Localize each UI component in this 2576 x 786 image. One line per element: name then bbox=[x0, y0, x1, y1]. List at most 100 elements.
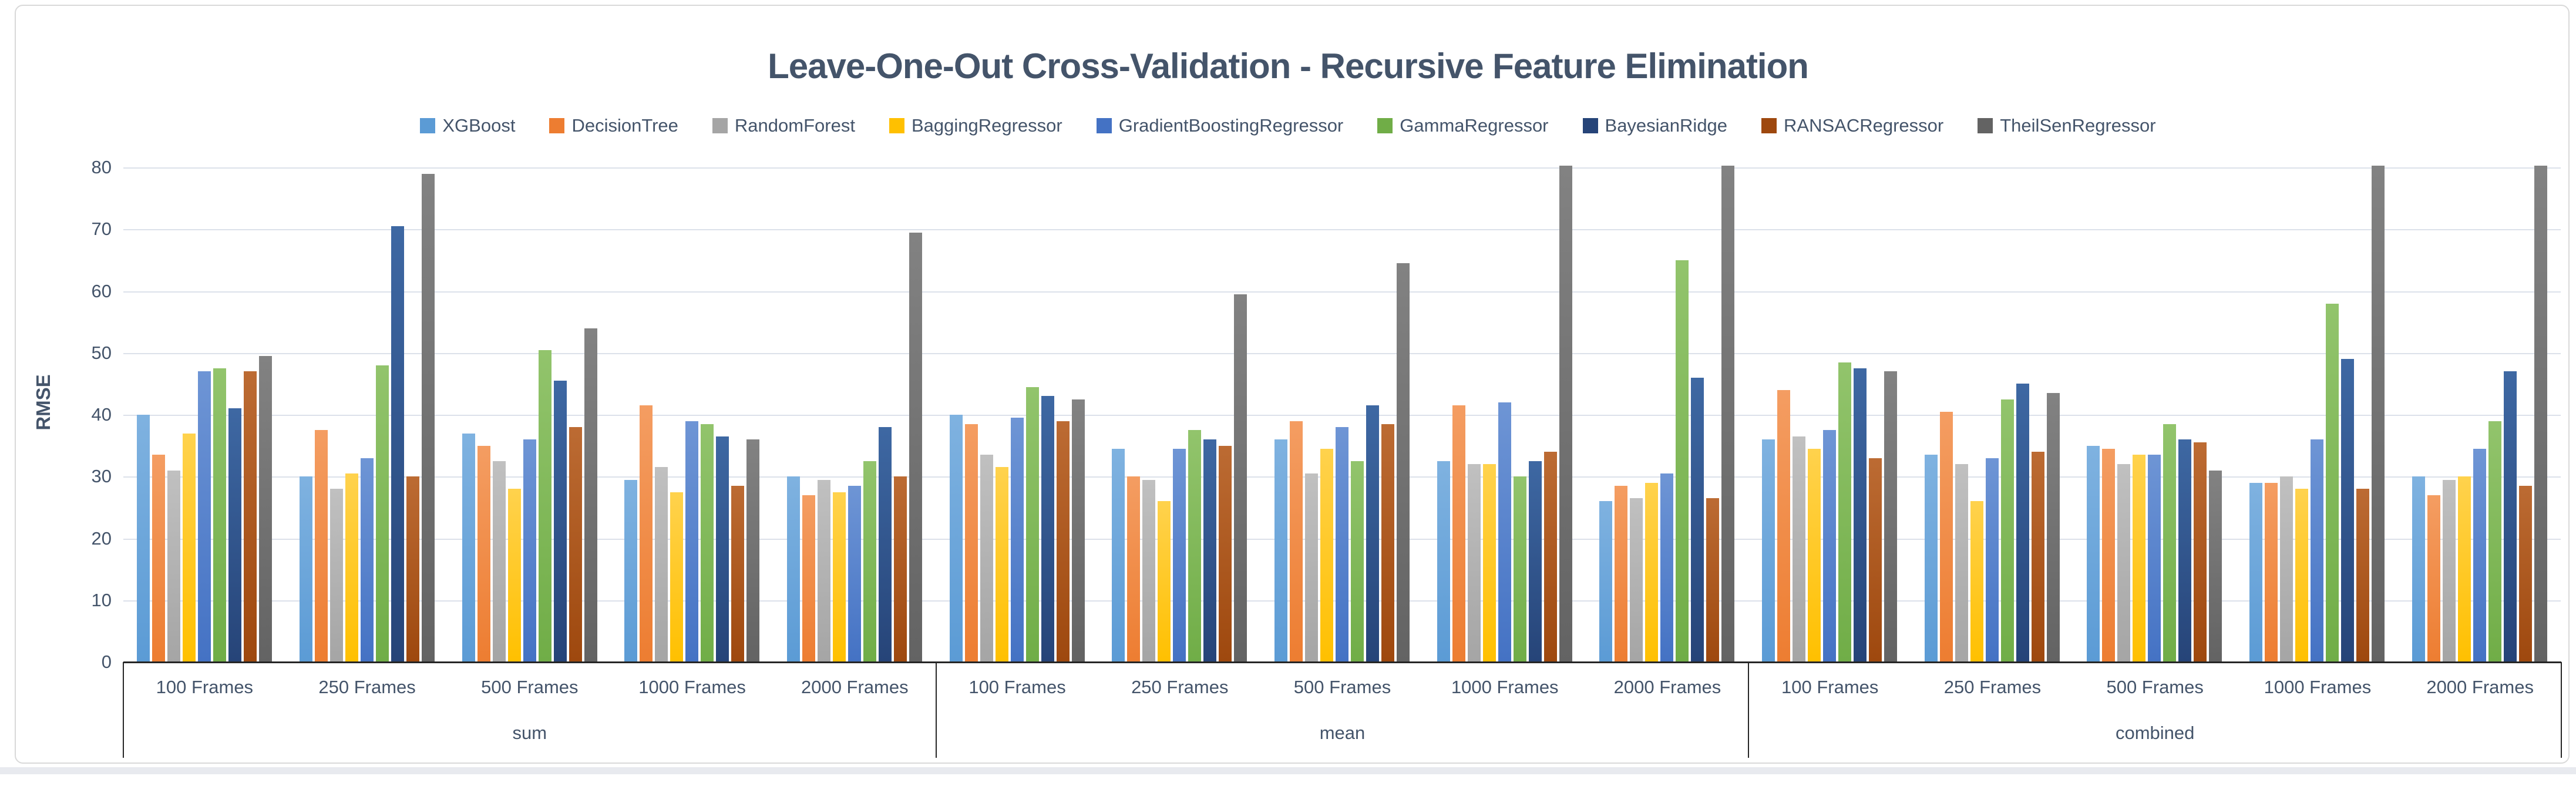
bar-gammaregressor bbox=[1351, 461, 1364, 662]
legend-color-swatch bbox=[1761, 118, 1777, 133]
bar-ransacregressor bbox=[1869, 458, 1882, 662]
bar-gradientboostingregressor bbox=[1010, 418, 1024, 662]
bar-gammaregressor bbox=[2000, 399, 2014, 662]
y-axis-tick-label: 40 bbox=[91, 404, 112, 425]
bar-randomforest bbox=[1142, 479, 1156, 662]
bar-baggingregressor bbox=[670, 492, 684, 662]
bar-ransacregressor bbox=[569, 427, 582, 662]
bars-layer bbox=[123, 166, 2561, 662]
bar-ransacregressor bbox=[2356, 489, 2370, 662]
bar-bayesianridge bbox=[1366, 405, 1380, 662]
legend-item-ransacregressor: RANSACRegressor bbox=[1761, 115, 1943, 136]
x-axis-label: 100 Frames bbox=[156, 677, 254, 697]
bar-xgboost bbox=[1437, 461, 1450, 662]
bar-bayesianridge bbox=[2016, 384, 2029, 662]
legend-color-swatch bbox=[1582, 118, 1598, 133]
x-axis-label: 1000 Frames bbox=[638, 677, 746, 697]
bar-randomforest bbox=[980, 455, 993, 662]
bar-gammaregressor bbox=[2326, 303, 2339, 662]
x-axis-label: 250 Frames bbox=[318, 677, 416, 697]
bar-xgboost bbox=[1762, 439, 1775, 662]
bar-bayesianridge bbox=[2341, 359, 2355, 662]
bar-theilsenregressor bbox=[259, 356, 273, 662]
bar-randomforest bbox=[2117, 464, 2131, 662]
legend-color-swatch bbox=[549, 118, 565, 133]
bar-gammaregressor bbox=[213, 368, 227, 662]
legend-label: GammaRegressor bbox=[1400, 115, 1549, 136]
legend-item-bayesianridge: BayesianRidge bbox=[1582, 115, 1727, 136]
legend-label: BaggingRegressor bbox=[911, 115, 1062, 136]
bar-group-combined-250-frames bbox=[1911, 167, 2073, 662]
legend-item-decisiontree: DecisionTree bbox=[549, 115, 678, 136]
bar-group-mean-250-frames bbox=[1098, 167, 1261, 662]
bar-decisiontree bbox=[1777, 389, 1791, 662]
bar-ransacregressor bbox=[894, 476, 907, 662]
bar-xgboost bbox=[949, 415, 963, 662]
bar-randomforest bbox=[492, 461, 506, 662]
x-axis-label: 250 Frames bbox=[1131, 677, 1229, 697]
section-label-sum: sum bbox=[512, 723, 547, 743]
y-axis-tick-labels: 0 10 20 30 40 50 60 70 80 bbox=[35, 157, 112, 672]
bar-group-sum-250-frames bbox=[286, 167, 449, 662]
bar-group-sum-1000-frames bbox=[611, 167, 774, 662]
y-axis-tick-label: 60 bbox=[91, 280, 112, 301]
bar-group-sum-500-frames bbox=[448, 167, 611, 662]
legend-label: RandomForest bbox=[734, 115, 855, 136]
legend-color-swatch bbox=[1377, 118, 1393, 133]
bar-decisiontree bbox=[477, 445, 490, 662]
bar-xgboost bbox=[137, 415, 150, 662]
bar-baggingregressor bbox=[995, 467, 1008, 662]
legend-color-swatch bbox=[1096, 118, 1112, 133]
y-axis-tick-label: 20 bbox=[91, 528, 112, 549]
bar-gradientboostingregressor bbox=[685, 421, 699, 662]
bar-randomforest bbox=[1955, 464, 1968, 662]
plot-area bbox=[123, 166, 2561, 662]
bar-ransacregressor bbox=[244, 371, 257, 662]
bar-gradientboostingregressor bbox=[1660, 473, 1674, 662]
bar-gradientboostingregressor bbox=[1498, 402, 1511, 662]
legend-item-gradientboostingregressor: GradientBoostingRegressor bbox=[1096, 115, 1343, 136]
bar-gammaregressor bbox=[376, 365, 389, 662]
bar-gradientboostingregressor bbox=[2311, 439, 2324, 662]
bar-gradientboostingregressor bbox=[2148, 455, 2161, 662]
bar-theilsenregressor bbox=[2534, 166, 2547, 662]
bar-baggingregressor bbox=[1808, 448, 1821, 662]
y-axis-tick-label: 80 bbox=[91, 157, 112, 177]
bar-gradientboostingregressor bbox=[361, 458, 374, 662]
bar-baggingregressor bbox=[833, 492, 846, 662]
bar-theilsenregressor bbox=[2209, 470, 2222, 662]
bar-xgboost bbox=[2412, 476, 2425, 662]
bar-bayesianridge bbox=[391, 226, 404, 662]
bar-randomforest bbox=[167, 470, 181, 662]
x-axis-section-labels: sum mean combined bbox=[123, 721, 2561, 745]
gridline-50 bbox=[123, 352, 2561, 354]
bar-group-sum-2000-frames bbox=[774, 167, 936, 662]
bar-theilsenregressor bbox=[1397, 263, 1410, 662]
bar-baggingregressor bbox=[345, 473, 358, 662]
x-axis-label: 500 Frames bbox=[1293, 677, 1391, 697]
y-axis-tick-label: 70 bbox=[91, 219, 112, 240]
bar-gammaregressor bbox=[863, 461, 877, 662]
bar-randomforest bbox=[818, 479, 831, 662]
y-axis-tick-label: 0 bbox=[101, 651, 112, 672]
bar-bayesianridge bbox=[1528, 461, 1542, 662]
bar-bayesianridge bbox=[716, 436, 729, 662]
bar-gammaregressor bbox=[701, 424, 714, 662]
legend-color-swatch bbox=[420, 118, 436, 133]
bar-randomforest bbox=[2442, 479, 2456, 662]
bar-group-combined-100-frames bbox=[1748, 167, 1911, 662]
x-axis-label: 1000 Frames bbox=[2264, 677, 2372, 697]
bar-xgboost bbox=[1924, 455, 1938, 662]
bar-baggingregressor bbox=[1320, 448, 1334, 662]
bar-group-mean-2000-frames bbox=[1586, 166, 1748, 662]
bar-gradientboostingregressor bbox=[1336, 427, 1349, 662]
bar-bayesianridge bbox=[2178, 439, 2192, 662]
x-axis-label: 500 Frames bbox=[481, 677, 579, 697]
x-axis-label: 100 Frames bbox=[968, 677, 1066, 697]
bar-baggingregressor bbox=[1482, 464, 1496, 662]
bar-randomforest bbox=[1305, 473, 1319, 662]
gridline-70 bbox=[123, 229, 2561, 231]
bar-bayesianridge bbox=[1203, 439, 1217, 662]
bar-bayesianridge bbox=[1854, 368, 1867, 662]
